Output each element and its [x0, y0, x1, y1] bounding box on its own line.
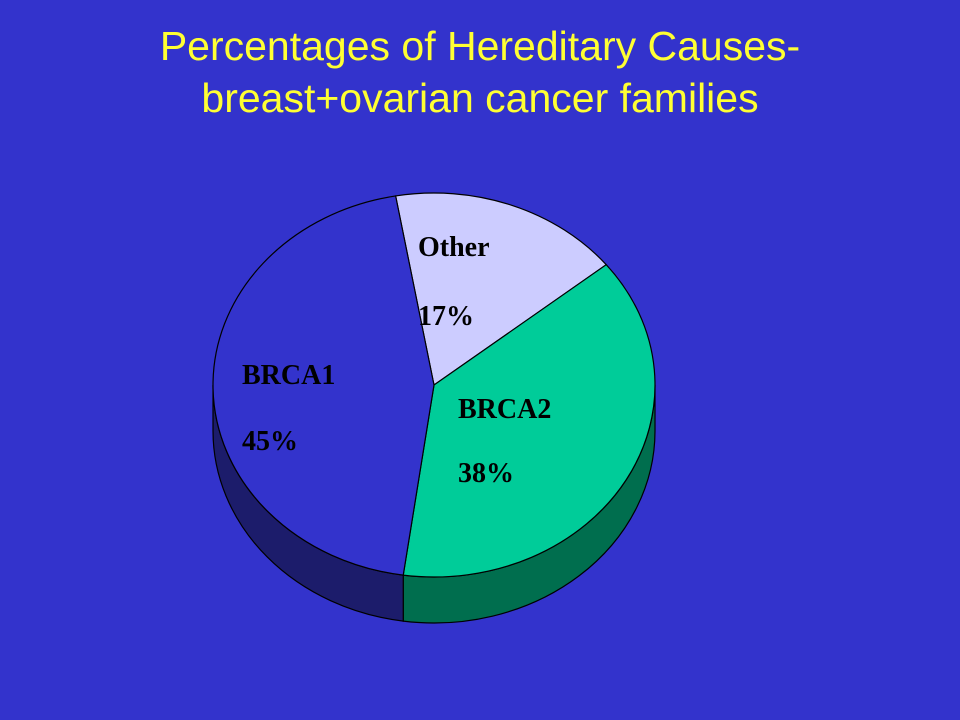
slice-value-other: 17% [418, 301, 474, 332]
slide-title-line-2: breast+ovarian cancer families [201, 75, 759, 121]
pie-slice-other [394, 192, 608, 387]
pie-tops [212, 192, 656, 578]
slice-name-other: Other [418, 232, 490, 263]
slice-name-brca2: BRCA2 [458, 394, 551, 425]
slide-title: Percentages of Hereditary Causes- breast… [0, 20, 960, 124]
slice-name-brca1: BRCA1 [242, 360, 335, 391]
slice-value-brca1: 45% [242, 426, 298, 457]
slice-value-brca2: 38% [458, 458, 514, 489]
slide-title-line-1: Percentages of Hereditary Causes- [159, 23, 801, 69]
pie-slice-brca2 [402, 263, 656, 578]
pie-slice-brca1 [212, 195, 435, 576]
pie-labels: Other 17% BRCA2 38% BRCA1 45% [242, 232, 551, 489]
